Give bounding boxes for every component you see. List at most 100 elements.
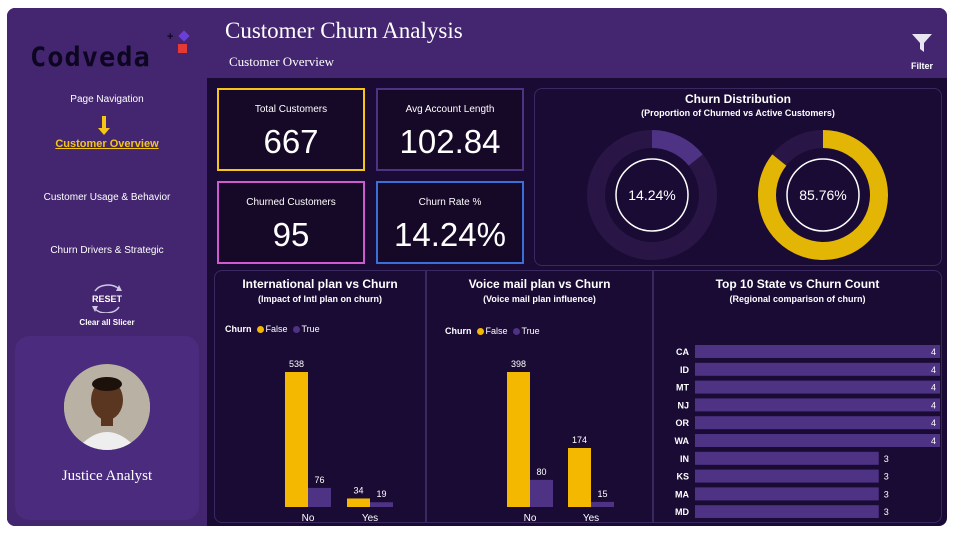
state-value: 4 xyxy=(931,365,936,375)
state-label: OR xyxy=(676,418,690,428)
legend-title: Churn xyxy=(445,326,472,336)
category-label: Yes xyxy=(583,513,599,521)
reset-button-text: RESET xyxy=(92,294,123,304)
category-label: No xyxy=(302,513,315,521)
reset-icon: RESET xyxy=(92,284,123,314)
kpi-value: 95 xyxy=(272,216,310,253)
state-value: 3 xyxy=(884,472,889,482)
legend-true: True xyxy=(521,326,540,336)
legend: Churn False True xyxy=(445,326,540,336)
state-bar xyxy=(695,398,940,412)
donut-center xyxy=(786,158,860,232)
panel-title: Top 10 State vs Churn Count xyxy=(715,277,880,291)
bar-label: 398 xyxy=(511,359,526,369)
page-title: Customer Churn Analysis xyxy=(225,18,463,43)
kpi-avg-account-length: Avg Account Length 102.84 xyxy=(376,88,524,171)
kpi-value: 14.24% xyxy=(394,216,506,253)
state-value: 4 xyxy=(931,347,936,357)
state-label: MA xyxy=(675,489,689,499)
bar-label: 174 xyxy=(572,435,587,445)
profile-name: Justice Analyst xyxy=(61,468,153,484)
bar xyxy=(347,498,370,507)
state-bar xyxy=(695,487,879,501)
panel-subtitle: (Impact of Intl plan on churn) xyxy=(258,294,382,304)
donut-label: 14.24% xyxy=(628,187,675,203)
kpi-label: Churned Customers xyxy=(246,197,336,208)
churn-donuts: 14.24% 85.76% xyxy=(587,130,888,260)
intl-plan-chart: 538 76 No 34 19 Yes xyxy=(285,359,393,521)
nav-item-customer-usage[interactable]: Customer Usage & Behavior xyxy=(43,192,171,203)
bar-label: 80 xyxy=(536,467,546,477)
state-bar xyxy=(695,469,879,483)
state-value: 4 xyxy=(931,400,936,410)
state-label: CA xyxy=(676,347,689,357)
filter-label: Filter xyxy=(910,61,933,71)
legend-false-dot xyxy=(256,326,264,334)
brand-logo: Codveda xyxy=(30,42,151,73)
legend-true: True xyxy=(301,324,320,334)
donut-slice xyxy=(758,130,888,260)
kpi-total-customers: Total Customers 667 xyxy=(217,88,365,171)
churn-distribution-panel: Churn Distribution (Proportion of Churne… xyxy=(534,88,942,266)
avatar xyxy=(64,364,150,450)
bar xyxy=(285,372,308,507)
state-value: 3 xyxy=(884,454,889,464)
dashboard-frame: Codveda + Page Navigation Customer Overv… xyxy=(7,8,947,526)
kpi-value: 102.84 xyxy=(399,123,501,160)
state-value: 4 xyxy=(931,418,936,428)
bar-label: 34 xyxy=(353,485,363,495)
profile-card: Justice Analyst xyxy=(15,336,199,520)
state-value: 4 xyxy=(931,383,936,393)
top-states-panel: Top 10 State vs Churn Count (Regional co… xyxy=(653,270,942,523)
kpi-label: Total Customers xyxy=(254,104,328,115)
logo-shapes-icon: + xyxy=(167,30,190,53)
panel-title: International plan vs Churn xyxy=(242,277,398,291)
state-label: IN xyxy=(680,454,689,464)
state-label: MT xyxy=(676,383,689,393)
legend-false: False xyxy=(265,324,288,334)
sidebar: Codveda + Page Navigation Customer Overv… xyxy=(7,8,207,526)
panel-title: Churn Distribution xyxy=(685,92,791,106)
legend-false: False xyxy=(485,326,508,336)
donut-center xyxy=(615,158,689,232)
state-value: 4 xyxy=(931,436,936,446)
state-label: MD xyxy=(675,507,689,517)
state-bar xyxy=(695,505,879,518)
reset-button[interactable]: RESET Clear all Slicer xyxy=(67,283,147,327)
panel-subtitle: (Proportion of Churned vs Active Custome… xyxy=(641,108,835,118)
category-label: Yes xyxy=(362,513,378,521)
bar xyxy=(591,501,614,507)
state-value: 3 xyxy=(884,489,889,499)
legend-title: Churn xyxy=(225,324,252,334)
state-value: 3 xyxy=(884,507,889,517)
nav-item-churn-drivers[interactable]: Churn Drivers & Strategic xyxy=(50,245,164,256)
state-bar xyxy=(695,380,940,394)
bar xyxy=(308,487,331,507)
svg-text:+: + xyxy=(167,31,173,43)
state-label: ID xyxy=(680,365,690,375)
bar-label: 76 xyxy=(314,475,324,485)
nav-title: Page Navigation xyxy=(70,94,144,105)
kpi-value: 667 xyxy=(263,123,319,160)
bar-label: 19 xyxy=(376,489,386,499)
header: Customer Churn Analysis Customer Overvie… xyxy=(207,8,947,78)
state-label: KS xyxy=(676,472,689,482)
state-label: WA xyxy=(675,436,690,446)
panel-title: Voice mail plan vs Churn xyxy=(468,277,611,291)
panel-subtitle: (Regional comparison of churn) xyxy=(729,294,866,304)
state-label: NJ xyxy=(677,400,689,410)
filter-button[interactable]: Filter xyxy=(907,32,937,71)
arrow-down-icon xyxy=(98,116,110,135)
bar-label: 15 xyxy=(597,489,607,499)
voice-mail-chart: 398 80 No 174 15 Yes xyxy=(507,359,614,521)
panel-subtitle: (Voice mail plan influence) xyxy=(483,294,596,304)
nav-item-customer-overview[interactable]: Customer Overview xyxy=(55,138,159,150)
bar xyxy=(530,479,553,507)
bar xyxy=(370,502,393,507)
kpi-label: Churn Rate % xyxy=(418,197,482,208)
legend-true-dot xyxy=(512,328,520,336)
legend-false-dot xyxy=(476,328,484,336)
state-bar xyxy=(695,451,879,465)
bar-label: 538 xyxy=(289,359,304,369)
page-subtitle: Customer Overview xyxy=(229,54,335,69)
